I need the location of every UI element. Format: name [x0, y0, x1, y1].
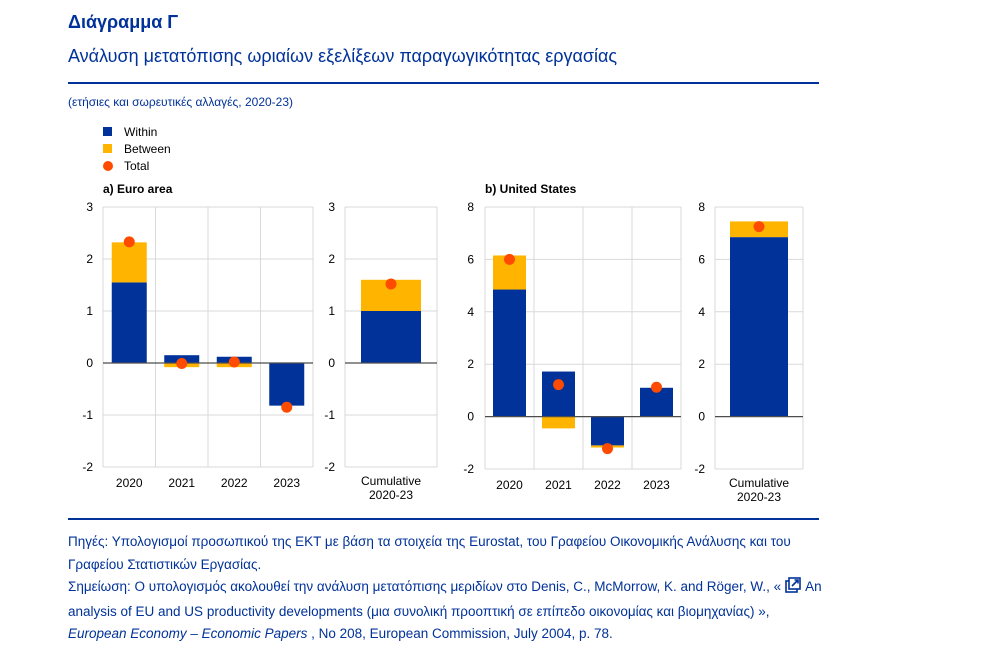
euro-area-between-bar: [111, 242, 147, 283]
united-states-ytick-label: 6: [467, 252, 474, 266]
euro-area-category-label: 2020: [116, 476, 143, 490]
united-states-category-label: 2020: [496, 478, 523, 492]
united-states-within-bar: [493, 289, 526, 417]
euro-area-cumulative-ytick-label: 2: [328, 252, 335, 266]
chart-title: Διάγραμμα Γ: [68, 12, 179, 32]
united-states-category-label: 2021: [545, 478, 572, 492]
united-states-total-dot: [602, 443, 613, 455]
euro-area-cumulative-total-dot: [385, 278, 397, 290]
united-states-between-bar: [542, 416, 575, 429]
united-states-cumulative-ytick-label: -2: [694, 462, 705, 476]
united-states-cumulative-within-bar: [730, 237, 788, 417]
united-states-cumulative-ytick-label: 4: [698, 305, 705, 319]
legend-item-total: Total: [103, 157, 171, 174]
euro-area-total-dot: [123, 236, 135, 248]
euro-area-cumulative-category-label-line2: 2020-23: [369, 488, 413, 502]
chart-notes: Πηγές: Υπολογισμοί προσωπικού της ΕΚΤ με…: [68, 531, 828, 646]
united-states-within-bar: [591, 416, 624, 446]
chart-subtitle: Ανάλυση μετατόπισης ωριαίων εξελίξεων πα…: [68, 46, 618, 66]
euro-area-ytick-label: 3: [86, 200, 93, 214]
united-states-cumulative-total-dot: [753, 221, 765, 233]
united-states-ytick-label: -2: [463, 462, 474, 476]
euro-area-ytick-label: -2: [82, 460, 93, 474]
paper-link[interactable]: An analysis of EU and US productivity de…: [68, 579, 822, 619]
euro-area-cumulative-ytick-label: 0: [328, 356, 335, 370]
euro-area-category-label: 2023: [273, 476, 300, 490]
united-states-total-dot: [553, 379, 564, 391]
united-states-category-label: 2023: [643, 478, 670, 492]
legend-item-within: Within: [103, 123, 171, 140]
external-link-icon[interactable]: [785, 577, 801, 601]
euro-area-cumulative-ytick-label: -1: [324, 408, 335, 422]
legend-item-between: Between: [103, 140, 171, 157]
united-states-cumulative-category-label-line2: 2020-23: [737, 490, 781, 504]
legend: Within Between Total: [103, 123, 171, 174]
united-states-ytick-label: 0: [467, 410, 474, 424]
united-states-total-dot: [651, 381, 662, 393]
top-rule: [68, 82, 819, 84]
euro-area-cumulative-ytick-label: 1: [328, 304, 335, 318]
note-mid: »,: [754, 603, 770, 619]
united-states-cumulative-ytick-label: 2: [698, 357, 705, 371]
legend-label-total: Total: [124, 158, 150, 173]
euro-area-cumulative-ytick-label: -2: [324, 460, 335, 474]
united-states-cumulative-ytick-label: 0: [698, 410, 705, 424]
between-swatch: [103, 144, 112, 153]
euro-area-total-dot: [281, 401, 293, 413]
legend-label-within: Within: [124, 124, 158, 139]
united-states-total-dot: [504, 253, 515, 265]
euro-area-cumulative-category-label-line1: Cumulative: [361, 474, 421, 488]
euro-area-category-label: 2021: [168, 476, 195, 490]
united-states-within-bar: [542, 371, 575, 417]
euro-area-panel-title: a) Euro area: [103, 182, 173, 196]
united-states-ytick-label: 2: [467, 357, 474, 371]
legend-label-between: Between: [124, 141, 171, 156]
united-states-category-label: 2022: [594, 478, 621, 492]
euro-area-ytick-label: 2: [86, 252, 93, 266]
note-suffix: , No 208, European Commission, July 2004…: [307, 626, 613, 641]
united-states-ytick-label: 8: [467, 200, 474, 214]
united-states-cumulative-ytick-label: 6: [698, 252, 705, 266]
united-states-cumulative-ytick-label: 8: [698, 200, 705, 214]
journal-name: European Economy – Economic Papers: [68, 626, 308, 641]
euro-area-category-label: 2022: [221, 476, 248, 490]
united-states-panel-title: b) United States: [485, 182, 577, 196]
sources-note: Πηγές: Υπολογισμοί προσωπικού της ΕΚΤ με…: [68, 534, 791, 572]
euro-area-within-bar: [269, 363, 305, 406]
bottom-rule: [68, 518, 819, 520]
united-states-cumulative-category-label-line1: Cumulative: [729, 476, 789, 490]
total-dot: [103, 160, 113, 171]
euro-area-cumulative-ytick-label: 3: [328, 200, 335, 214]
euro-area-within-bar: [111, 282, 147, 363]
united-states-ytick-label: 4: [467, 305, 474, 319]
euro-area-ytick-label: 1: [86, 304, 93, 318]
methodology-note: Σημείωση: Ο υπολογισμός ακολουθεί την αν…: [68, 576, 828, 646]
note-prefix: Σημείωση: Ο υπολογισμός ακολουθεί την αν…: [68, 579, 782, 594]
within-swatch: [103, 127, 112, 136]
euro-area-ytick-label: -1: [82, 408, 93, 422]
euro-area-total-dot: [228, 356, 240, 368]
euro-area-ytick-label: 0: [86, 356, 93, 370]
euro-area-cumulative-within-bar: [361, 311, 421, 363]
units-note: (ετήσιες και σωρευτικές αλλαγές, 2020-23…: [68, 95, 294, 109]
euro-area-total-dot: [176, 358, 188, 370]
